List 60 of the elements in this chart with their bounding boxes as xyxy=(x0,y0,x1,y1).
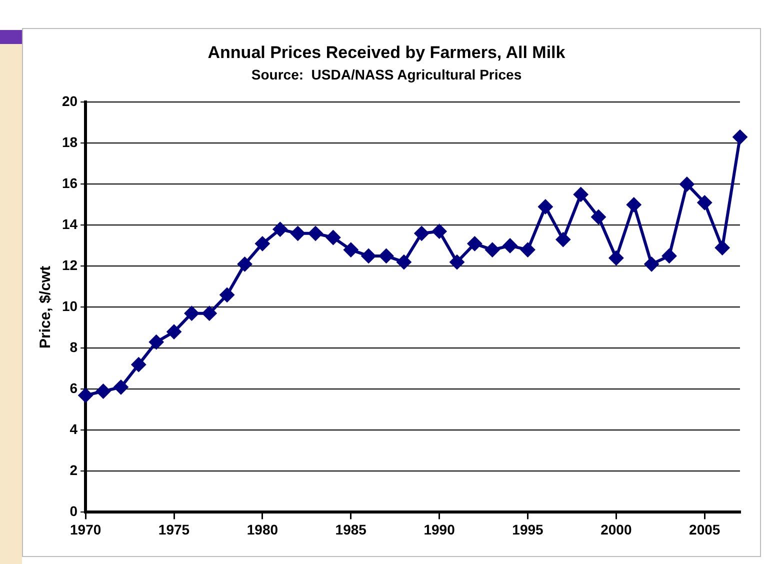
point xyxy=(78,388,94,403)
point xyxy=(502,238,518,254)
point xyxy=(450,254,465,270)
point xyxy=(272,222,288,237)
y-tick-label: 12 xyxy=(62,257,78,274)
x-tick-label: 1995 xyxy=(512,521,544,538)
point xyxy=(148,334,164,350)
point xyxy=(237,256,252,272)
point xyxy=(113,380,128,395)
point xyxy=(254,236,270,252)
y-tick-label: 10 xyxy=(62,298,78,314)
point xyxy=(202,306,217,321)
x-tick-label: 1985 xyxy=(335,521,367,538)
chart-title: Annual Prices Received by Farmers, All Milk xyxy=(208,42,566,62)
y-tick-label: 0 xyxy=(70,503,78,520)
point xyxy=(556,232,571,248)
y-tick-label: 14 xyxy=(62,216,78,232)
point xyxy=(662,248,677,264)
point xyxy=(396,254,412,270)
point xyxy=(361,248,376,264)
point xyxy=(378,248,394,264)
point xyxy=(290,226,306,241)
x-tick-label: 1975 xyxy=(158,521,190,538)
point xyxy=(679,176,694,192)
point xyxy=(732,130,748,145)
point xyxy=(343,242,358,258)
point xyxy=(166,324,182,340)
point xyxy=(467,236,482,252)
point xyxy=(220,287,235,302)
y-tick-label: 8 xyxy=(70,339,78,356)
point xyxy=(626,197,642,212)
point xyxy=(96,384,111,399)
y-tick-label: 20 xyxy=(62,93,78,110)
point xyxy=(573,186,588,202)
y-tick-label: 4 xyxy=(70,421,78,438)
x-tick-label: 1970 xyxy=(70,521,102,538)
point xyxy=(131,357,146,372)
point xyxy=(484,242,500,258)
chart-subtitle: Source: USDA/NASS Agricultural Prices xyxy=(251,66,522,83)
point xyxy=(308,226,324,241)
point xyxy=(608,250,624,266)
x-tick-label: 1980 xyxy=(246,521,278,538)
x-tick-label: 2005 xyxy=(689,521,720,538)
y-axis-title: Price, $/cwt xyxy=(37,266,54,348)
x-tick-label: 1990 xyxy=(424,521,456,538)
point xyxy=(697,195,712,210)
point xyxy=(326,230,341,245)
y-tick-label: 2 xyxy=(70,462,78,478)
point xyxy=(184,306,200,321)
point xyxy=(538,199,553,214)
point xyxy=(432,224,447,239)
point xyxy=(414,226,430,241)
y-tick-label: 18 xyxy=(62,134,78,150)
point xyxy=(591,210,606,224)
point xyxy=(520,242,536,258)
y-tick-label: 16 xyxy=(62,175,78,192)
x-tick-label: 2000 xyxy=(600,521,632,538)
point xyxy=(714,240,730,256)
point xyxy=(644,256,660,272)
y-tick-label: 6 xyxy=(70,380,78,396)
